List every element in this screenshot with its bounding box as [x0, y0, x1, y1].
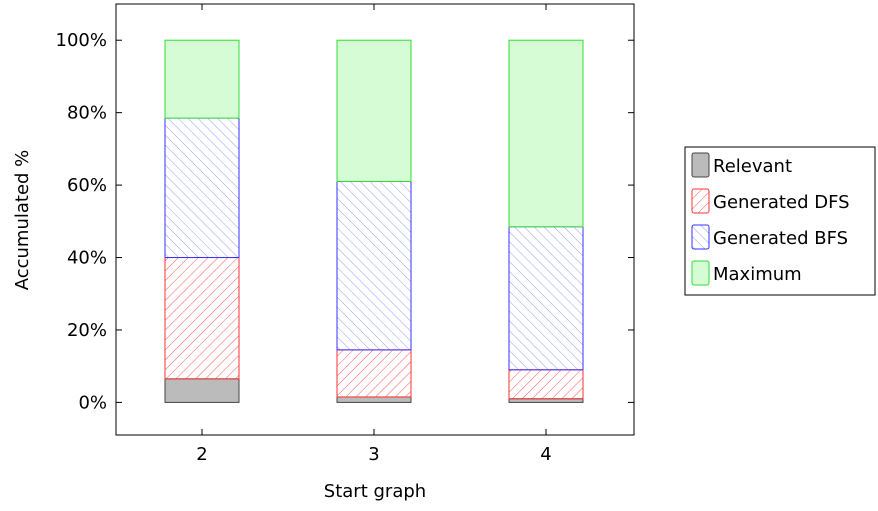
legend: Relevant Generated DFS Generated BFS Maximu… — [684, 146, 876, 296]
legend-swatch-maximum — [691, 260, 710, 286]
bar-maximum-4 — [508, 39, 584, 228]
legend-swatch-relevant — [691, 152, 710, 178]
legend-frame — [684, 146, 876, 296]
y-tick-label: 80% — [67, 103, 107, 124]
bars-layer — [164, 39, 584, 403]
bar-generated-bfs-2 — [164, 117, 240, 259]
legend-label-generated-dfs: Generated DFS — [713, 192, 850, 213]
plot-frame — [115, 3, 635, 436]
bar-relevant-3 — [336, 396, 412, 403]
bar-maximum-3 — [336, 39, 412, 182]
bar-generated-dfs-3 — [336, 349, 412, 398]
bar-maximum-2 — [164, 39, 240, 119]
legend-label-relevant: Relevant — [713, 156, 792, 177]
bar-generated-dfs-2 — [164, 257, 240, 380]
legend-swatch-generated-bfs — [691, 224, 710, 250]
y-tick-label: 0% — [78, 392, 107, 413]
y-tick-label: 100% — [56, 30, 107, 51]
legend-label-maximum: Maximum — [713, 264, 802, 285]
bar-relevant-2 — [164, 378, 240, 403]
bar-generated-dfs-4 — [508, 369, 584, 400]
y-tick-label: 20% — [67, 320, 107, 341]
ticks-layer: 0% 20% 40% 60% 80% 100% 2 3 4 — [56, 4, 634, 465]
x-tick-label: 3 — [368, 444, 379, 465]
y-tick-label: 60% — [67, 175, 107, 196]
x-tick-label: 4 — [540, 444, 551, 465]
bar-generated-bfs-4 — [508, 226, 584, 371]
legend-label-generated-bfs: Generated BFS — [713, 228, 848, 249]
y-tick-label: 40% — [67, 248, 107, 269]
bar-relevant-4 — [508, 398, 584, 403]
x-axis-label: Start graph — [324, 481, 426, 502]
legend-swatch-generated-dfs — [691, 188, 710, 214]
x-tick-label: 2 — [196, 444, 207, 465]
bar-generated-bfs-3 — [336, 180, 412, 351]
y-axis-label: Accumulated % — [12, 150, 33, 291]
